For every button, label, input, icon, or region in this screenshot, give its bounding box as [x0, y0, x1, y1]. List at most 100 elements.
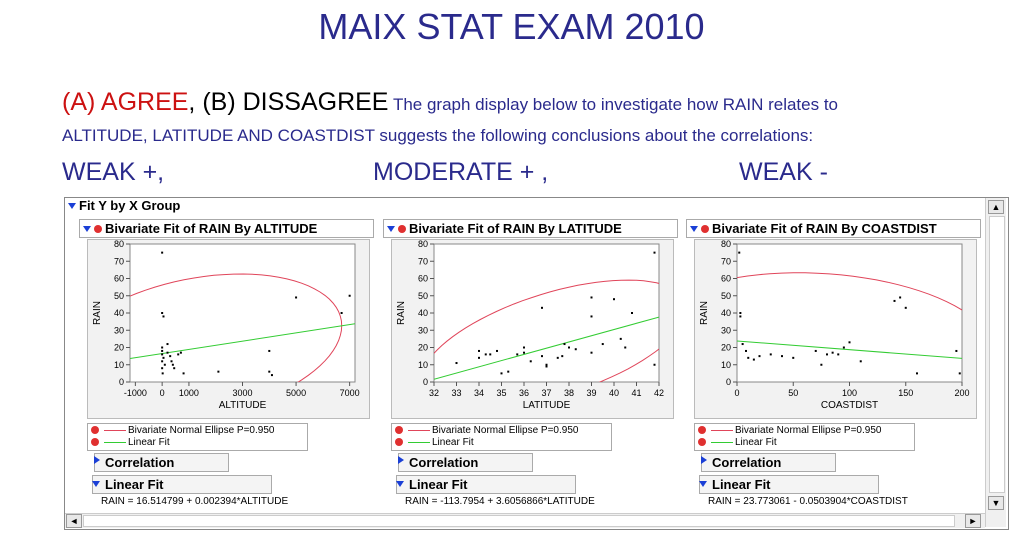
data-point: [478, 349, 480, 352]
legend-linear-label: Linear Fit: [432, 437, 474, 448]
scroll-left-button[interactable]: ◄: [66, 514, 82, 528]
linear-fit-button[interactable]: Linear Fit: [396, 475, 576, 494]
data-point: [745, 349, 747, 352]
data-point: [268, 349, 271, 352]
red-triangle-menu-icon[interactable]: [398, 225, 406, 234]
fit-equation: RAIN = -113.7954 + 3.6056866*LATITUDE: [405, 496, 595, 507]
data-point: [170, 360, 173, 363]
panel-header[interactable]: Bivariate Fit of RAIN By ALTITUDE: [79, 219, 374, 238]
data-point: [747, 356, 750, 359]
data-point: [161, 367, 164, 370]
red-triangle-menu-icon[interactable]: [395, 437, 403, 446]
data-point: [899, 296, 902, 299]
x-axis-label: ALTITUDE: [219, 400, 267, 411]
x-tick-label: 50: [788, 388, 798, 398]
data-point: [179, 351, 182, 354]
scroll-down-button[interactable]: ▼: [988, 496, 1004, 510]
y-tick-label: 50: [418, 291, 428, 301]
disclosure-down-icon[interactable]: [92, 481, 100, 487]
ellipse-legend-swatch: [711, 429, 733, 431]
x-tick-label: 42: [654, 388, 664, 398]
data-point: [545, 363, 548, 366]
data-point: [752, 358, 755, 361]
correlation-button[interactable]: Correlation: [94, 453, 229, 472]
data-point: [958, 372, 961, 375]
linear-fit-outline[interactable]: Linear Fit: [699, 475, 879, 494]
y-tick-label: 10: [418, 360, 428, 370]
red-triangle-menu-icon[interactable]: [91, 425, 99, 434]
scroll-up-button[interactable]: ▲: [988, 200, 1004, 214]
red-triangle-menu-icon[interactable]: [91, 437, 99, 446]
data-point: [162, 315, 165, 318]
legend-linear-label: Linear Fit: [735, 437, 777, 448]
density-ellipse: [130, 273, 343, 382]
y-tick-label: 80: [721, 240, 731, 249]
data-point: [792, 356, 795, 359]
data-point: [831, 351, 834, 354]
data-point: [556, 356, 559, 359]
ellipse-legend-swatch: [408, 429, 430, 431]
scrollbar-thumb[interactable]: [989, 216, 1005, 493]
correlation-button[interactable]: Correlation: [701, 453, 836, 472]
data-point: [568, 346, 570, 349]
disclosure-down-icon[interactable]: [690, 226, 698, 233]
data-point: [613, 298, 615, 301]
red-triangle-menu-icon[interactable]: [701, 225, 709, 234]
correlation-button[interactable]: Correlation: [398, 453, 533, 472]
disclosure-right-icon[interactable]: [398, 456, 404, 464]
red-triangle-menu-icon[interactable]: [395, 425, 403, 434]
data-point: [161, 312, 164, 314]
data-point: [500, 372, 503, 375]
disclosure-down-icon[interactable]: [68, 203, 76, 210]
disclosure-down-icon[interactable]: [699, 481, 707, 487]
disclosure-right-icon[interactable]: [701, 456, 707, 464]
scatter-plot: 0 10 20 30 40 50 60 70 80 0 50 100 150 200 COASTDIST RA…: [699, 240, 970, 411]
data-point: [161, 251, 164, 254]
linear-fit-line: [737, 340, 962, 359]
correlation-outline[interactable]: Correlation: [701, 453, 836, 472]
plot-area: [736, 243, 963, 383]
correlation-outline[interactable]: Correlation: [398, 453, 533, 472]
linear-fit-outline[interactable]: Linear Fit: [92, 475, 272, 494]
panel-header[interactable]: Bivariate Fit of RAIN By LATITUDE: [383, 219, 678, 238]
y-tick-label: 70: [114, 256, 124, 266]
y-tick-label: 60: [114, 274, 124, 284]
data-point: [169, 355, 172, 358]
group-header[interactable]: Fit Y by X Group: [65, 198, 180, 216]
scatter-plot: 0 10 20 30 40 50 60 70 80 32 33 34 35 36 37 38 39 40 41 42 L…: [396, 240, 664, 411]
answer-altitude: WEAK +,: [62, 158, 165, 186]
data-point: [348, 294, 351, 297]
data-point: [758, 355, 761, 358]
data-point: [769, 353, 772, 356]
data-point: [631, 312, 633, 314]
red-triangle-menu-icon[interactable]: [94, 225, 102, 234]
linear-fit-outline[interactable]: Linear Fit: [396, 475, 576, 494]
correlation-label: Correlation: [409, 455, 479, 470]
disclosure-down-icon[interactable]: [396, 481, 404, 487]
data-point: [163, 363, 166, 366]
correlation-outline[interactable]: Correlation: [94, 453, 229, 472]
red-triangle-menu-icon[interactable]: [698, 437, 706, 446]
data-point: [173, 367, 176, 370]
question-text-2: ALTITUDE, LATITUDE AND COASTDIST suggest…: [62, 126, 814, 145]
legend-ellipse-label: Bivariate Normal Ellipse P=0.950: [735, 425, 882, 436]
data-point: [590, 351, 593, 354]
red-triangle-menu-icon[interactable]: [698, 425, 706, 434]
linear-fit-button[interactable]: Linear Fit: [92, 475, 272, 494]
data-point: [182, 372, 185, 375]
linear-fit-button[interactable]: Linear Fit: [699, 475, 879, 494]
data-point: [955, 349, 958, 352]
disclosure-right-icon[interactable]: [94, 456, 100, 464]
hscroll-thumb[interactable]: [83, 515, 955, 527]
x-tick-label: 1000: [179, 388, 199, 398]
data-point: [653, 363, 656, 366]
panel-header[interactable]: Bivariate Fit of RAIN By COASTDIST: [686, 219, 981, 238]
y-tick-label: 60: [721, 274, 731, 284]
disclosure-down-icon[interactable]: [83, 226, 91, 233]
scroll-right-button[interactable]: ►: [965, 514, 981, 528]
data-point: [561, 355, 564, 358]
vertical-scrollbar[interactable]: ▲ ▼: [985, 198, 1006, 527]
disclosure-down-icon[interactable]: [387, 226, 395, 233]
y-tick-label: 50: [721, 291, 731, 301]
horizontal-scrollbar[interactable]: ◄ ►: [65, 513, 985, 528]
